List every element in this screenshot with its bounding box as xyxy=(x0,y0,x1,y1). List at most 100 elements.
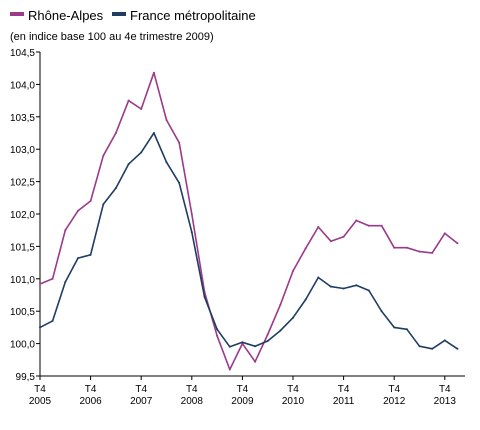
x-tick-label-quarter: T4 xyxy=(85,384,97,395)
x-tick-label-year: 2010 xyxy=(282,396,305,407)
y-tick-label: 104,0 xyxy=(10,80,35,91)
data-point-rhone-alpes xyxy=(178,141,181,144)
data-point-rhone-alpes xyxy=(317,226,320,228)
y-tick-label: 100,5 xyxy=(10,307,35,318)
legend-label-france-metropolitaine: France métropolitaine xyxy=(130,8,256,23)
data-point-france-metropolitaine xyxy=(405,328,408,331)
legend-label-rhone-alpes: Rhône-Alpes xyxy=(28,8,104,23)
data-point-france-metropolitaine xyxy=(39,326,41,329)
chart-subtitle: (en indice base 100 au 4e trimestre 2009… xyxy=(10,31,214,43)
legend-swatch-france-metropolitaine xyxy=(112,12,126,16)
x-tick-label-quarter: T4 xyxy=(135,384,147,395)
data-point-rhone-alpes xyxy=(355,219,358,222)
data-point-rhone-alpes xyxy=(127,99,130,102)
data-point-france-metropolitaine xyxy=(329,285,332,288)
x-tick-label-year: 2011 xyxy=(333,396,355,407)
data-point-france-metropolitaine xyxy=(254,345,257,348)
data-point-france-metropolitaine xyxy=(355,284,358,287)
data-point-rhone-alpes xyxy=(51,277,54,280)
data-point-rhone-alpes xyxy=(380,224,383,227)
data-point-rhone-alpes xyxy=(165,119,168,121)
y-tick-label: 102,0 xyxy=(10,210,35,221)
data-point-france-metropolitaine xyxy=(64,281,67,283)
data-point-rhone-alpes xyxy=(329,240,332,243)
data-point-france-metropolitaine xyxy=(443,339,446,342)
data-point-rhone-alpes xyxy=(292,270,294,272)
x-tick-label-quarter: T4 xyxy=(237,384,249,395)
data-point-france-metropolitaine xyxy=(203,295,206,298)
y-tick-label: 101,0 xyxy=(10,275,35,286)
y-tick-label: 100,0 xyxy=(10,340,35,351)
x-axis: T42005T42006T42007T42008T42009T42010T420… xyxy=(29,375,465,407)
data-point-rhone-alpes xyxy=(266,333,269,336)
x-tick-label-year: 2007 xyxy=(130,396,153,407)
x-tick-label-quarter: T4 xyxy=(34,384,46,395)
data-point-france-metropolitaine xyxy=(380,310,383,313)
y-axis: 99,5 100,0 100,5 101,0 101,5 102,0 102,5 103,0 1… xyxy=(10,48,41,383)
data-point-rhone-alpes xyxy=(102,154,105,157)
data-point-france-metropolitaine xyxy=(342,287,345,290)
x-tick-label-quarter: T4 xyxy=(338,384,350,395)
x-tick-label-quarter: T4 xyxy=(388,384,400,395)
series-line-france-metropolitaine xyxy=(39,132,459,350)
data-point-rhone-alpes xyxy=(216,334,219,337)
series-line-rhone-alpes xyxy=(39,71,459,371)
data-point-rhone-alpes xyxy=(431,251,434,254)
data-point-france-metropolitaine xyxy=(317,276,320,279)
data-point-france-metropolitaine xyxy=(367,289,370,292)
x-tick-label-quarter: T4 xyxy=(186,384,198,395)
y-tick-label: 103,5 xyxy=(10,113,35,124)
x-tick-label-year: 2013 xyxy=(434,396,457,407)
y-tick-label: 103,0 xyxy=(10,145,35,156)
x-tick-label-quarter: T4 xyxy=(439,384,451,395)
data-point-rhone-alpes xyxy=(443,232,446,235)
data-point-france-metropolitaine xyxy=(140,151,143,154)
data-point-france-metropolitaine xyxy=(102,203,105,206)
data-point-rhone-alpes xyxy=(304,247,307,250)
data-point-rhone-alpes xyxy=(456,242,459,245)
data-point-france-metropolitaine xyxy=(431,347,434,350)
data-point-france-metropolitaine xyxy=(228,345,231,348)
y-tick-label: 104,5 xyxy=(10,48,35,59)
x-tick-label-year: 2005 xyxy=(29,396,52,407)
data-point-rhone-alpes xyxy=(405,246,408,249)
data-point-france-metropolitaine xyxy=(266,340,269,342)
data-point-france-metropolitaine xyxy=(292,316,294,319)
data-point-rhone-alpes xyxy=(114,132,117,134)
data-point-france-metropolitaine xyxy=(216,328,219,331)
data-point-france-metropolitaine xyxy=(165,161,168,164)
data-point-rhone-alpes xyxy=(228,368,231,371)
y-tick-label: 99,5 xyxy=(16,372,36,383)
data-point-france-metropolitaine xyxy=(279,329,282,332)
data-point-france-metropolitaine xyxy=(89,253,92,256)
data-point-france-metropolitaine xyxy=(190,231,193,234)
data-point-rhone-alpes xyxy=(254,360,257,363)
data-point-france-metropolitaine xyxy=(114,187,117,190)
data-point-france-metropolitaine xyxy=(127,163,130,166)
x-tick-label-year: 2006 xyxy=(79,396,102,407)
data-point-france-metropolitaine xyxy=(304,298,307,301)
data-point-france-metropolitaine xyxy=(178,181,181,184)
data-point-rhone-alpes xyxy=(152,71,155,74)
x-tick-label-year: 2008 xyxy=(181,396,204,407)
data-point-france-metropolitaine xyxy=(77,257,79,260)
series-layer xyxy=(39,71,459,371)
data-point-france-metropolitaine xyxy=(51,319,54,322)
legend: Rhône-Alpes France métropolitaine xyxy=(10,8,256,23)
data-point-rhone-alpes xyxy=(342,235,345,238)
data-point-france-metropolitaine xyxy=(393,326,396,329)
x-tick-label-year: 2012 xyxy=(383,396,406,407)
data-point-france-metropolitaine xyxy=(456,347,459,350)
y-tick-label: 102,5 xyxy=(10,178,35,189)
data-point-rhone-alpes xyxy=(393,246,396,249)
data-point-rhone-alpes xyxy=(279,303,282,306)
data-point-france-metropolitaine xyxy=(152,132,155,134)
data-point-rhone-alpes xyxy=(367,224,370,227)
x-tick-label-quarter: T4 xyxy=(287,384,299,395)
y-tick-label: 101,5 xyxy=(10,242,35,253)
data-point-rhone-alpes xyxy=(77,209,79,212)
data-point-france-metropolitaine xyxy=(241,341,244,344)
x-tick-label-year: 2009 xyxy=(231,396,254,407)
data-point-rhone-alpes xyxy=(140,108,143,110)
